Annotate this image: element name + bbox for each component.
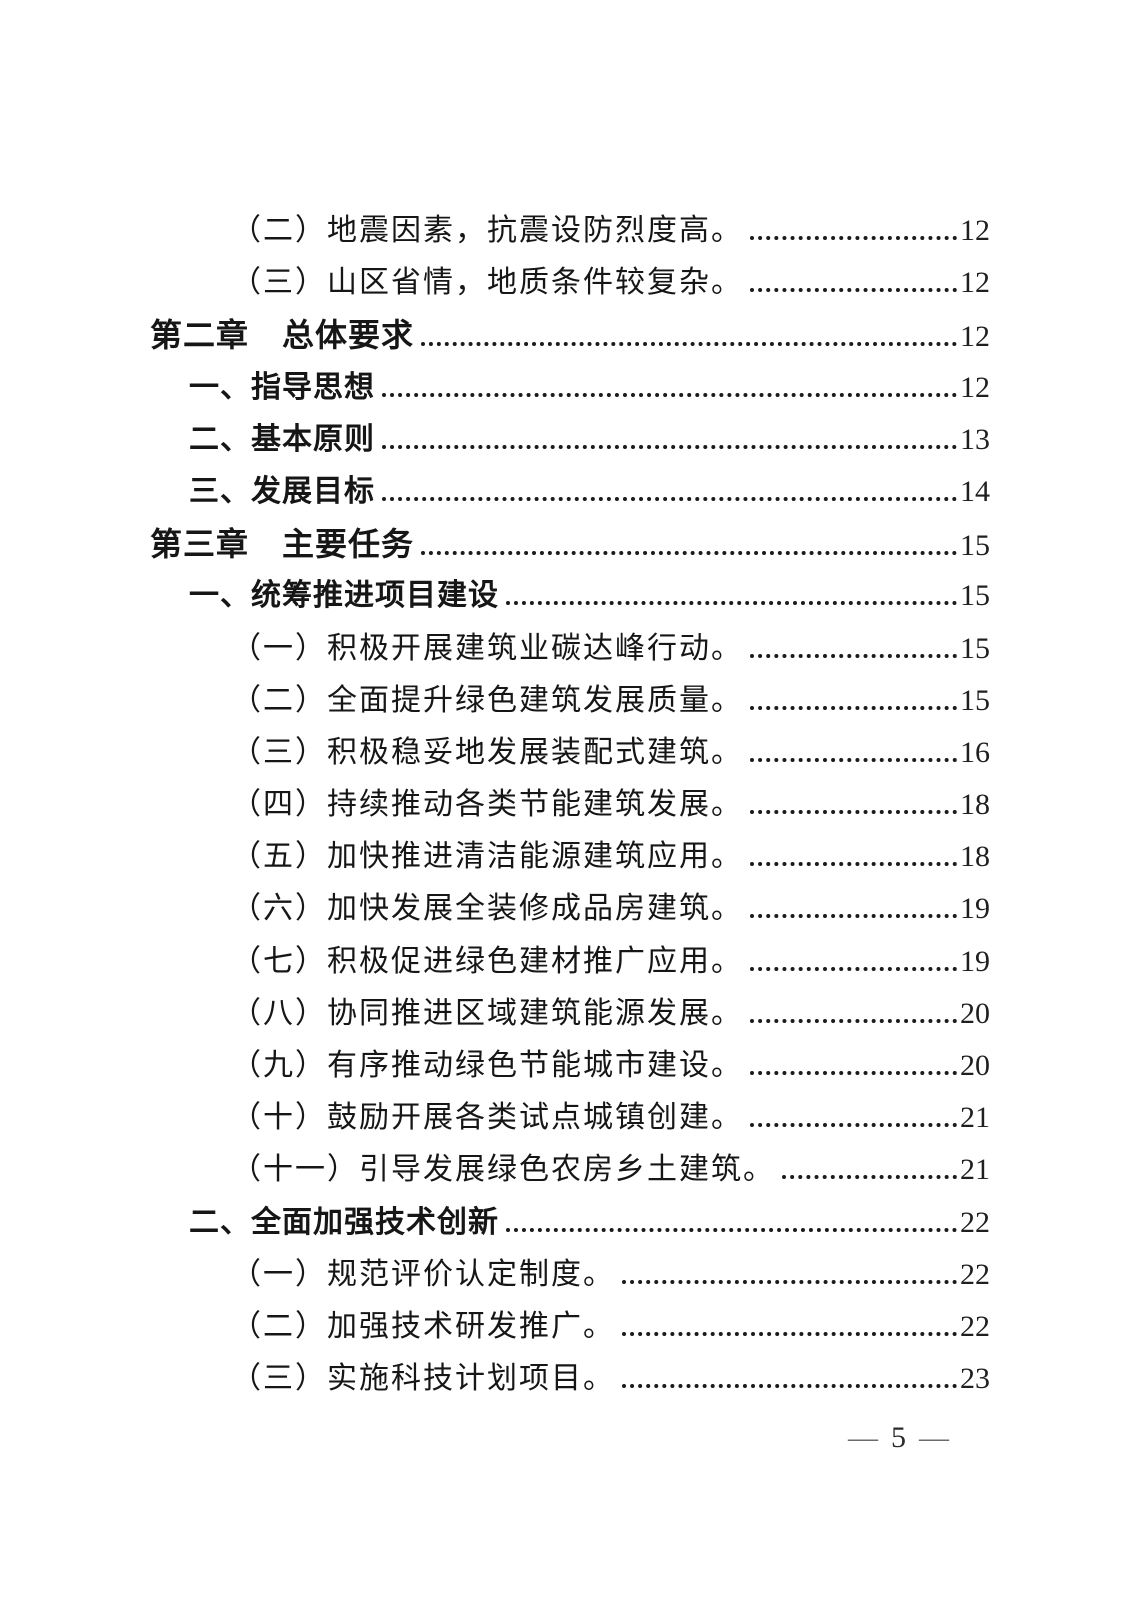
toc-page-number: 15 [960,579,990,613]
dotted-leader [622,1331,957,1336]
toc-row: 三、发展目标 14 [150,466,990,518]
toc-entry-label: 一、指导思想 [189,370,375,404]
toc-entry-label: （二）全面提升绿色建筑发展质量。 [231,683,743,717]
toc-entry-label: （十）鼓励开展各类试点城镇创建。 [231,1101,743,1135]
toc-entry-label: （五）加快推进清洁能源建筑应用。 [231,840,743,874]
toc-row: （十一）引导发展绿色农房乡土建筑。 21 [150,1144,990,1196]
toc-page-number: 14 [960,474,990,508]
toc-entry-label: （二）加强技术研发推广。 [231,1309,615,1343]
toc-entry-label: 第二章 总体要求 [150,317,415,354]
toc-entry-label: （八）协同推进区域建筑能源发展。 [231,996,743,1030]
toc-page-number: 15 [960,683,990,717]
toc-entry-label: （三）实施科技计划项目。 [231,1362,615,1396]
toc-row: （九）有序推动绿色节能城市建设。 20 [150,1040,990,1092]
toc-page-number: 23 [960,1362,990,1396]
toc-entry-label: （三）积极稳妥地发展装配式建筑。 [231,735,743,769]
dotted-leader [506,601,957,606]
toc-entry-label: 三、发展目标 [189,474,375,508]
dotted-leader [622,1384,957,1389]
toc-page-number: 19 [960,892,990,926]
toc-row: （三）山区省情，地质条件较复杂。 12 [150,257,990,309]
toc-row: （五）加快推进清洁能源建筑应用。 18 [150,831,990,883]
toc-page-number: 12 [960,320,990,354]
toc-page-number: 12 [960,266,990,300]
toc-row: （七）积极促进绿色建材推广应用。 19 [150,936,990,988]
dotted-leader [782,1175,957,1180]
toc-page-number: 18 [960,788,990,822]
toc-page-number: 15 [960,529,990,563]
toc-row: 一、统筹推进项目建设 15 [150,570,990,622]
dotted-leader [750,653,957,658]
dotted-leader [750,1018,957,1023]
toc-entry-label: （九）有序推动绿色节能城市建设。 [231,1049,743,1082]
toc-entry-label: （一）规范评价认定制度。 [231,1257,615,1291]
dotted-leader [622,1279,957,1284]
toc-entry-label: （二）地震因素，抗震设防烈度高。 [231,214,743,247]
table-of-contents: （二）地震因素，抗震设防烈度高。 12 （三）山区省情，地质条件较复杂。 12 … [150,205,990,1405]
dotted-leader [750,705,957,710]
toc-entry-label: （十一）引导发展绿色农房乡土建筑。 [231,1153,775,1187]
dotted-leader [382,444,957,449]
toc-page-number: 20 [960,1049,990,1082]
dotted-leader [750,1123,957,1128]
dotted-leader [421,342,957,347]
toc-page-number: 22 [960,1309,990,1343]
toc-page-number: 18 [960,840,990,874]
toc-row: 二、基本原则 13 [150,414,990,466]
toc-page-number: 22 [960,1257,990,1291]
toc-page-number: 15 [960,631,990,665]
dotted-leader [750,810,957,815]
dotted-leader [382,392,957,397]
footer-right-dash: — [919,1421,949,1454]
dotted-leader [421,551,957,556]
toc-row: （二）全面提升绿色建筑发展质量。 15 [150,675,990,727]
toc-row: （三）积极稳妥地发展装配式建筑。 16 [150,727,990,779]
toc-page-number: 12 [960,370,990,404]
dotted-leader [750,966,957,971]
toc-row: 第三章 主要任务 15 [150,518,990,570]
dotted-leader [750,236,957,240]
toc-page-number: 13 [960,422,990,456]
dotted-leader [750,288,957,293]
toc-page-number: 21 [960,1101,990,1135]
toc-row: （六）加快发展全装修成品房建筑。 19 [150,883,990,935]
dotted-leader [750,757,957,762]
toc-page-number: 12 [960,214,990,247]
toc-entry-label: （一）积极开展建筑业碳达峰行动。 [231,631,743,665]
toc-row: 一、指导思想 12 [150,362,990,414]
toc-row: （三）实施科技计划项目。 23 [150,1353,990,1405]
footer-left-dash: — [848,1421,878,1454]
toc-page-number: 20 [960,996,990,1030]
toc-page-number: 21 [960,1153,990,1187]
toc-entry-label: （六）加快发展全装修成品房建筑。 [231,892,743,926]
toc-entry-label: （七）积极促进绿色建材推广应用。 [231,944,743,978]
footer-page-number: 5 [891,1421,906,1454]
toc-row: 第二章 总体要求 12 [150,309,990,361]
dotted-leader [750,862,957,867]
toc-row: （一）积极开展建筑业碳达峰行动。 15 [150,623,990,675]
toc-entry-label: （三）山区省情，地质条件较复杂。 [231,266,743,300]
toc-row: （一）规范评价认定制度。 22 [150,1249,990,1301]
toc-row: （四）持续推动各类节能建筑发展。 18 [150,779,990,831]
toc-page-number: 19 [960,944,990,978]
toc-entry-label: 第三章 主要任务 [150,526,415,563]
toc-entry-label: 二、全面加强技术创新 [189,1205,499,1239]
dotted-leader [750,1071,957,1075]
toc-row: （二）加强技术研发推广。 22 [150,1301,990,1353]
toc-page-number: 16 [960,735,990,769]
toc-row: （八）协同推进区域建筑能源发展。 20 [150,988,990,1040]
dotted-leader [750,914,957,919]
toc-entry-label: 二、基本原则 [189,422,375,456]
toc-entry-label: （四）持续推动各类节能建筑发展。 [231,788,743,822]
toc-page-number: 22 [960,1205,990,1239]
page-footer: — 5 — [835,1420,962,1456]
toc-row: （十）鼓励开展各类试点城镇创建。 21 [150,1092,990,1144]
dotted-leader [506,1227,957,1232]
toc-entry-label: 一、统筹推进项目建设 [189,579,499,613]
toc-row: 二、全面加强技术创新 22 [150,1197,990,1249]
dotted-leader [382,496,957,501]
toc-row: （二）地震因素，抗震设防烈度高。 12 [150,205,990,257]
